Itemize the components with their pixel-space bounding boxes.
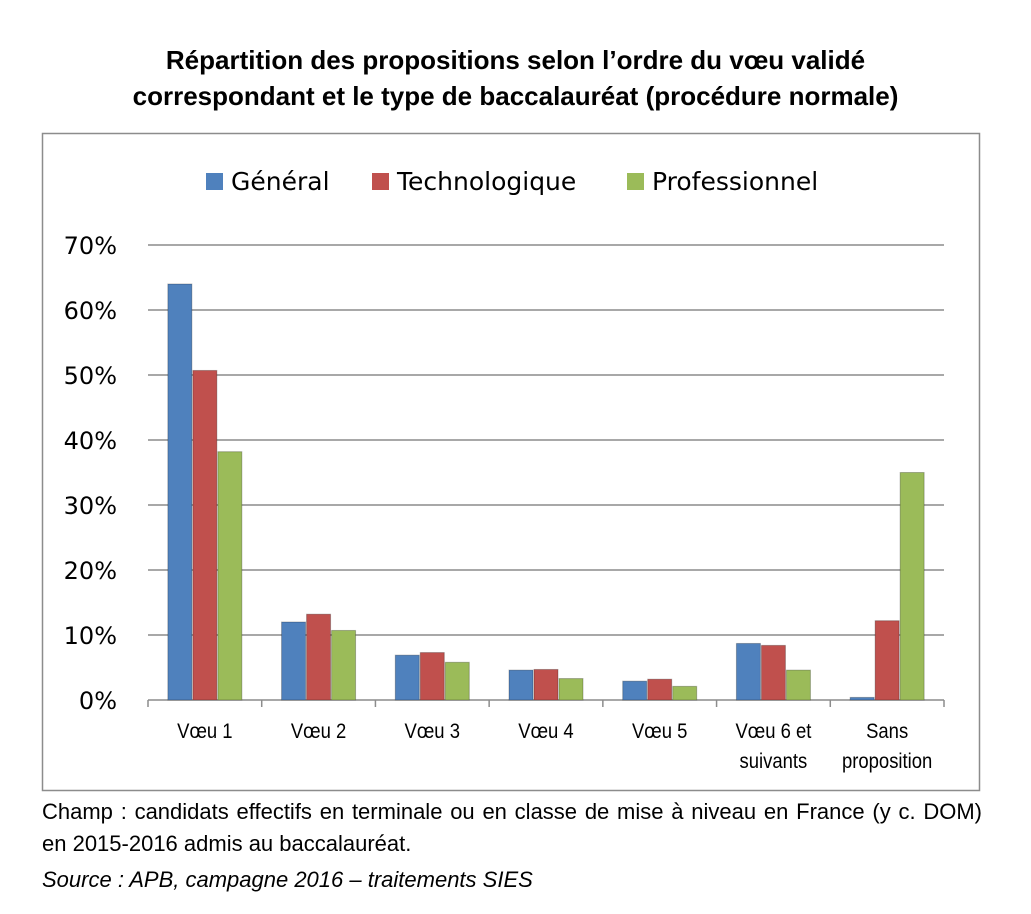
legend-swatch-général (206, 173, 223, 190)
bar-professionnel-5 (672, 685, 698, 701)
bar-technologique-5 (647, 678, 673, 701)
legend-label-professionnel: Professionnel (652, 167, 818, 196)
bar-technologique-7 (874, 620, 900, 701)
bar-professionnel-3 (444, 661, 470, 701)
chart-title: Répartition des propositions selon l’ord… (0, 42, 1031, 114)
bar-chart: Général Technologique Professionnel 0% 10% 2… (41, 132, 981, 792)
y-axis-tick-labels: 0% 10% 20% 30% 40% 50% 60% 70% (64, 232, 117, 715)
y-tick-label: 10% (64, 622, 117, 650)
x-tick-label: Sans proposition (842, 720, 932, 773)
x-axis: Vœu 1 Vœu 2 Vœu 3 Vœu 4 Vœu 5 Vœu 6 et suivant… (147, 700, 945, 773)
bar-technologique-3 (419, 652, 445, 701)
bar-technologique-2 (306, 613, 332, 701)
bar-technologique-4 (533, 668, 559, 701)
legend-label-général: Général (231, 167, 330, 196)
bar-professionnel-4 (558, 678, 584, 701)
source-note: Source : APB, campagne 2016 – traitement… (42, 867, 533, 892)
chart-title-line-2: correspondant et le type de baccalauréat… (132, 81, 899, 111)
bars (167, 283, 925, 701)
y-tick-label: 20% (64, 557, 117, 585)
x-tick-label: Vœu 5 (632, 720, 687, 743)
bar-professionnel-2 (331, 629, 357, 701)
y-tick-label: 70% (64, 232, 117, 260)
x-tick-label: Vœu 1 (177, 720, 232, 743)
bar-général-5 (622, 680, 648, 701)
bar-général-1 (167, 283, 193, 701)
chart-legend: Général Technologique Professionnel (206, 167, 818, 196)
legend-swatch-technologique (372, 173, 389, 190)
bar-professionnel-6 (785, 669, 811, 701)
bar-général-3 (394, 654, 420, 701)
gridlines (148, 244, 944, 701)
bar-technologique-1 (192, 369, 218, 701)
bar-professionnel-7 (899, 472, 925, 701)
scope-note: Champ : candidats effectifs en terminale… (42, 799, 982, 856)
bar-professionnel-1 (217, 451, 243, 701)
x-tick-label: Vœu 6 et suivants (735, 720, 811, 773)
bar-général-2 (281, 621, 307, 701)
x-tick-label: Vœu 4 (518, 720, 573, 743)
y-tick-label: 50% (64, 362, 117, 390)
bar-général-6 (735, 642, 761, 701)
bar-général-4 (508, 669, 534, 701)
bar-technologique-6 (760, 644, 786, 701)
y-tick-label: 60% (64, 297, 117, 325)
x-tick-label: Vœu 2 (291, 720, 346, 743)
y-tick-label: 0% (79, 687, 117, 715)
y-tick-label: 40% (64, 427, 117, 455)
bar-général-7 (849, 696, 875, 701)
legend-swatch-professionnel (627, 173, 644, 190)
x-tick-label: Vœu 3 (405, 720, 460, 743)
chart-title-line-1: Répartition des propositions selon l’ord… (165, 45, 866, 75)
y-tick-label: 30% (64, 492, 117, 520)
legend-label-technologique: Technologique (396, 167, 576, 196)
